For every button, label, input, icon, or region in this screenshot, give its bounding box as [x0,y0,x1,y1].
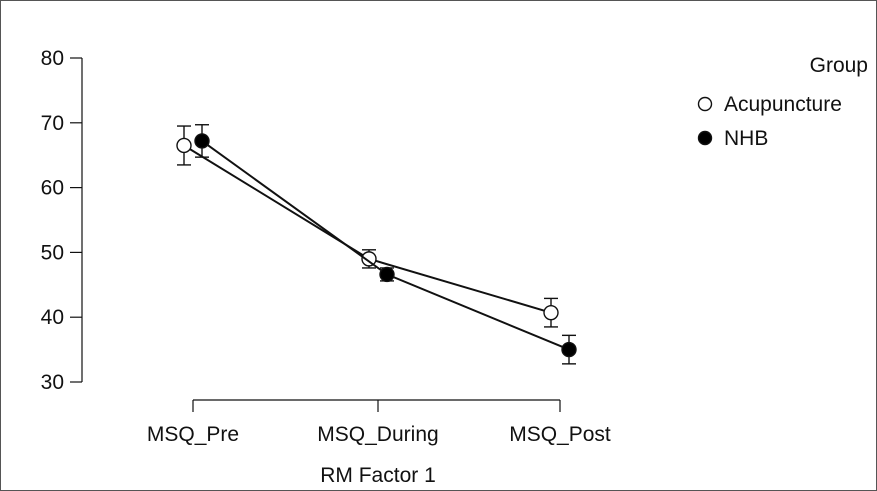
data-point [194,133,210,149]
data-point [543,304,559,321]
legend-title: Group [810,54,868,77]
legend-label: Acupuncture [724,93,842,116]
legend-marker [697,96,713,112]
y-tick-label: 70 [41,112,64,135]
legend: Group Acupuncture NHB [697,54,868,150]
data-point [176,137,192,154]
y-tick-label: 50 [41,241,64,264]
legend-label: NHB [724,127,768,150]
legend-marker [697,130,713,146]
data-point [361,251,377,267]
series-line [183,144,552,314]
y-axis: 30 40 50 60 70 80 [41,47,83,394]
series-line [201,140,570,351]
x-tick-label: MSQ_Post [509,423,611,446]
y-tick-label: 60 [41,177,64,200]
y-tick-label: 30 [41,371,64,394]
series-acupuncture [176,125,559,328]
x-axis-title: RM Factor 1 [320,464,436,487]
x-tick-label: MSQ_During [317,423,438,446]
series-nhb [194,124,577,365]
data-point [561,341,577,358]
y-tick-label: 80 [41,47,64,70]
x-tick-label: MSQ_Pre [147,423,239,446]
y-tick-label: 40 [41,306,64,329]
series-layer [176,124,577,365]
x-axis: MSQ_Pre MSQ_During MSQ_Post [147,399,611,446]
data-point [379,266,395,283]
